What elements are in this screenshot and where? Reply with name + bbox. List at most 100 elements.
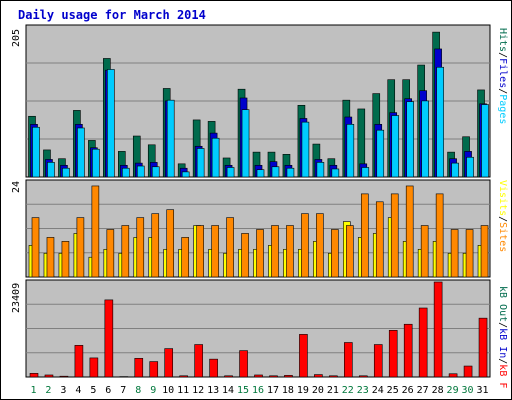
bar-sites-14	[226, 217, 234, 278]
day-label-17: 17	[267, 385, 279, 396]
legend-kbf: kB F	[497, 364, 508, 389]
bar-pages-28	[436, 66, 444, 178]
day-label-22: 22	[342, 385, 354, 396]
bar-sites-28	[435, 193, 444, 278]
panel3-legend: kB Out/kB In/kB F	[497, 286, 508, 388]
bar-kb-24	[373, 344, 383, 378]
bar-sites-30	[465, 229, 474, 278]
bar-kb-17	[269, 375, 278, 378]
day-label-31: 31	[476, 385, 488, 396]
bar-kb-12	[194, 344, 203, 378]
bar-sites-4	[76, 217, 85, 278]
bar-pages-25	[391, 115, 400, 178]
bar-sites-25	[390, 193, 399, 278]
bar-sites-22	[346, 225, 354, 278]
bar-pages-8	[136, 165, 145, 178]
legend-pages: Pages	[497, 94, 508, 125]
day-label-18: 18	[282, 385, 294, 396]
legend-sites: Sites	[497, 222, 508, 253]
bar-pages-23	[361, 167, 370, 178]
bar-pages-15	[241, 109, 250, 178]
bar-kb-4	[74, 345, 84, 378]
bar-sites-10	[166, 209, 175, 278]
bar-sites-15	[241, 233, 249, 278]
day-label-30: 30	[462, 385, 474, 396]
bar-kb-10	[164, 348, 174, 378]
bar-sites-27	[420, 225, 429, 278]
panel1-legend: Hits/Files/Pages	[497, 28, 508, 124]
legend-hits: Hits	[497, 28, 508, 53]
bar-pages-29	[451, 162, 459, 178]
bar-kb-14	[224, 375, 233, 378]
bar-kb-31	[478, 317, 488, 378]
bar-pages-11	[181, 171, 190, 178]
panel2-legend: Visits/Sites	[497, 180, 508, 252]
bar-pages-20	[316, 162, 325, 178]
bar-sites-3	[61, 241, 70, 278]
day-label-27: 27	[417, 385, 429, 396]
bar-sites-7	[121, 225, 130, 278]
bar-pages-1	[32, 126, 40, 178]
bar-kb-2	[44, 374, 54, 378]
bar-kb-6	[104, 299, 114, 378]
day-label-13: 13	[207, 385, 219, 396]
bar-pages-19	[301, 121, 310, 178]
bar-pages-12	[196, 148, 205, 178]
day-label-25: 25	[387, 385, 399, 396]
bar-sites-9	[151, 213, 160, 278]
bar-kb-16	[254, 374, 263, 378]
bar-sites-29	[450, 229, 459, 278]
bar-pages-5	[92, 148, 100, 178]
day-label-8: 8	[135, 385, 141, 396]
bar-pages-21	[331, 168, 340, 178]
day-label-5: 5	[90, 385, 96, 396]
day-label-7: 7	[120, 385, 126, 396]
legend-kbin: kB In	[497, 328, 508, 359]
day-label-16: 16	[252, 385, 264, 396]
bar-kb-30	[463, 365, 473, 378]
bar-kb-11	[179, 375, 188, 378]
bar-pages-18	[286, 167, 295, 178]
day-label-6: 6	[105, 385, 111, 396]
bar-kb-15	[239, 350, 248, 378]
bar-pages-27	[421, 100, 429, 178]
bar-kb-5	[89, 357, 99, 378]
bar-sites-23	[360, 193, 369, 278]
bar-kb-9	[149, 361, 159, 378]
day-label-15: 15	[237, 385, 249, 396]
bar-kb-13	[209, 358, 218, 378]
bar-kb-22	[344, 342, 353, 378]
bar-kb-1	[29, 373, 39, 378]
day-label-3: 3	[60, 385, 66, 396]
bar-sites-2	[46, 237, 55, 278]
day-label-23: 23	[357, 385, 369, 396]
bar-pages-22	[346, 124, 355, 178]
bar-sites-24	[375, 201, 384, 278]
bar-sites-11	[181, 237, 189, 278]
legend-files: Files	[497, 58, 508, 89]
legend-kbout: kB Out	[497, 286, 508, 323]
day-label-14: 14	[222, 385, 234, 396]
day-label-28: 28	[432, 385, 444, 396]
bar-kb-3	[59, 375, 69, 378]
chart-title: Daily usage for March 2014	[18, 8, 206, 22]
bar-pages-10	[166, 99, 175, 178]
bar-kb-27	[418, 307, 428, 378]
bar-sites-19	[301, 213, 309, 278]
bar-pages-16	[256, 169, 265, 178]
panel3-ymax-label: 23409	[11, 282, 22, 313]
day-label-10: 10	[162, 385, 174, 396]
bar-kb-26	[403, 323, 413, 378]
bar-pages-14	[226, 167, 235, 178]
bar-pages-4	[77, 127, 85, 178]
bar-sites-5	[91, 185, 100, 278]
bar-pages-7	[122, 167, 130, 178]
bar-sites-21	[331, 229, 339, 278]
panel2-ymax-label: 24	[11, 180, 22, 193]
day-label-19: 19	[297, 385, 309, 396]
bar-sites-17	[271, 225, 279, 278]
day-label-29: 29	[447, 385, 459, 396]
bar-kb-19	[299, 334, 308, 378]
bar-sites-31	[480, 225, 489, 278]
bar-sites-8	[136, 217, 145, 278]
